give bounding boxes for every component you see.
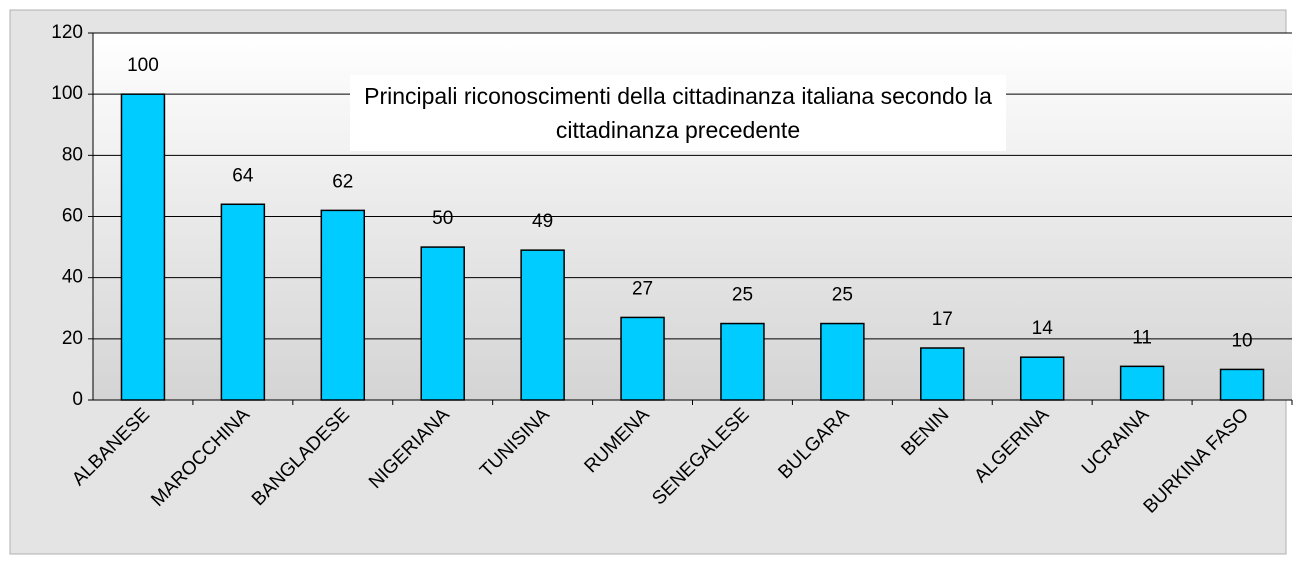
value-label: 62: [332, 171, 353, 192]
value-label: 14: [1032, 318, 1054, 339]
y-tick-label: 80: [62, 144, 83, 165]
value-label: 17: [932, 309, 953, 330]
bar: [1019, 356, 1065, 401]
y-tick-label: 0: [72, 389, 83, 410]
value-label: 64: [232, 165, 254, 186]
bar: [220, 203, 266, 401]
bar: [620, 316, 665, 401]
bar: [1119, 365, 1165, 401]
bar: [520, 249, 565, 401]
y-tick-label: 40: [62, 267, 83, 288]
bar: [120, 93, 166, 401]
bar: [1219, 368, 1265, 401]
bar: [420, 246, 465, 401]
bar: [720, 322, 765, 401]
y-tick-label: 120: [51, 22, 83, 43]
value-label: 10: [1231, 330, 1252, 351]
y-tick-label: 60: [62, 206, 83, 227]
value-label: 11: [1132, 327, 1152, 348]
bar: [320, 209, 366, 401]
chart-title: Principali riconoscimenti della cittadin…: [350, 75, 1006, 151]
value-label: 49: [532, 211, 553, 232]
value-label: 50: [432, 208, 453, 229]
bar: [920, 347, 965, 401]
value-label: 27: [632, 278, 653, 299]
value-label: 25: [832, 285, 853, 306]
y-tick-label: 100: [51, 83, 83, 104]
value-label: 25: [732, 285, 753, 306]
y-tick-label: 20: [62, 328, 83, 349]
bar: [820, 322, 865, 401]
value-label: 100: [127, 55, 159, 76]
